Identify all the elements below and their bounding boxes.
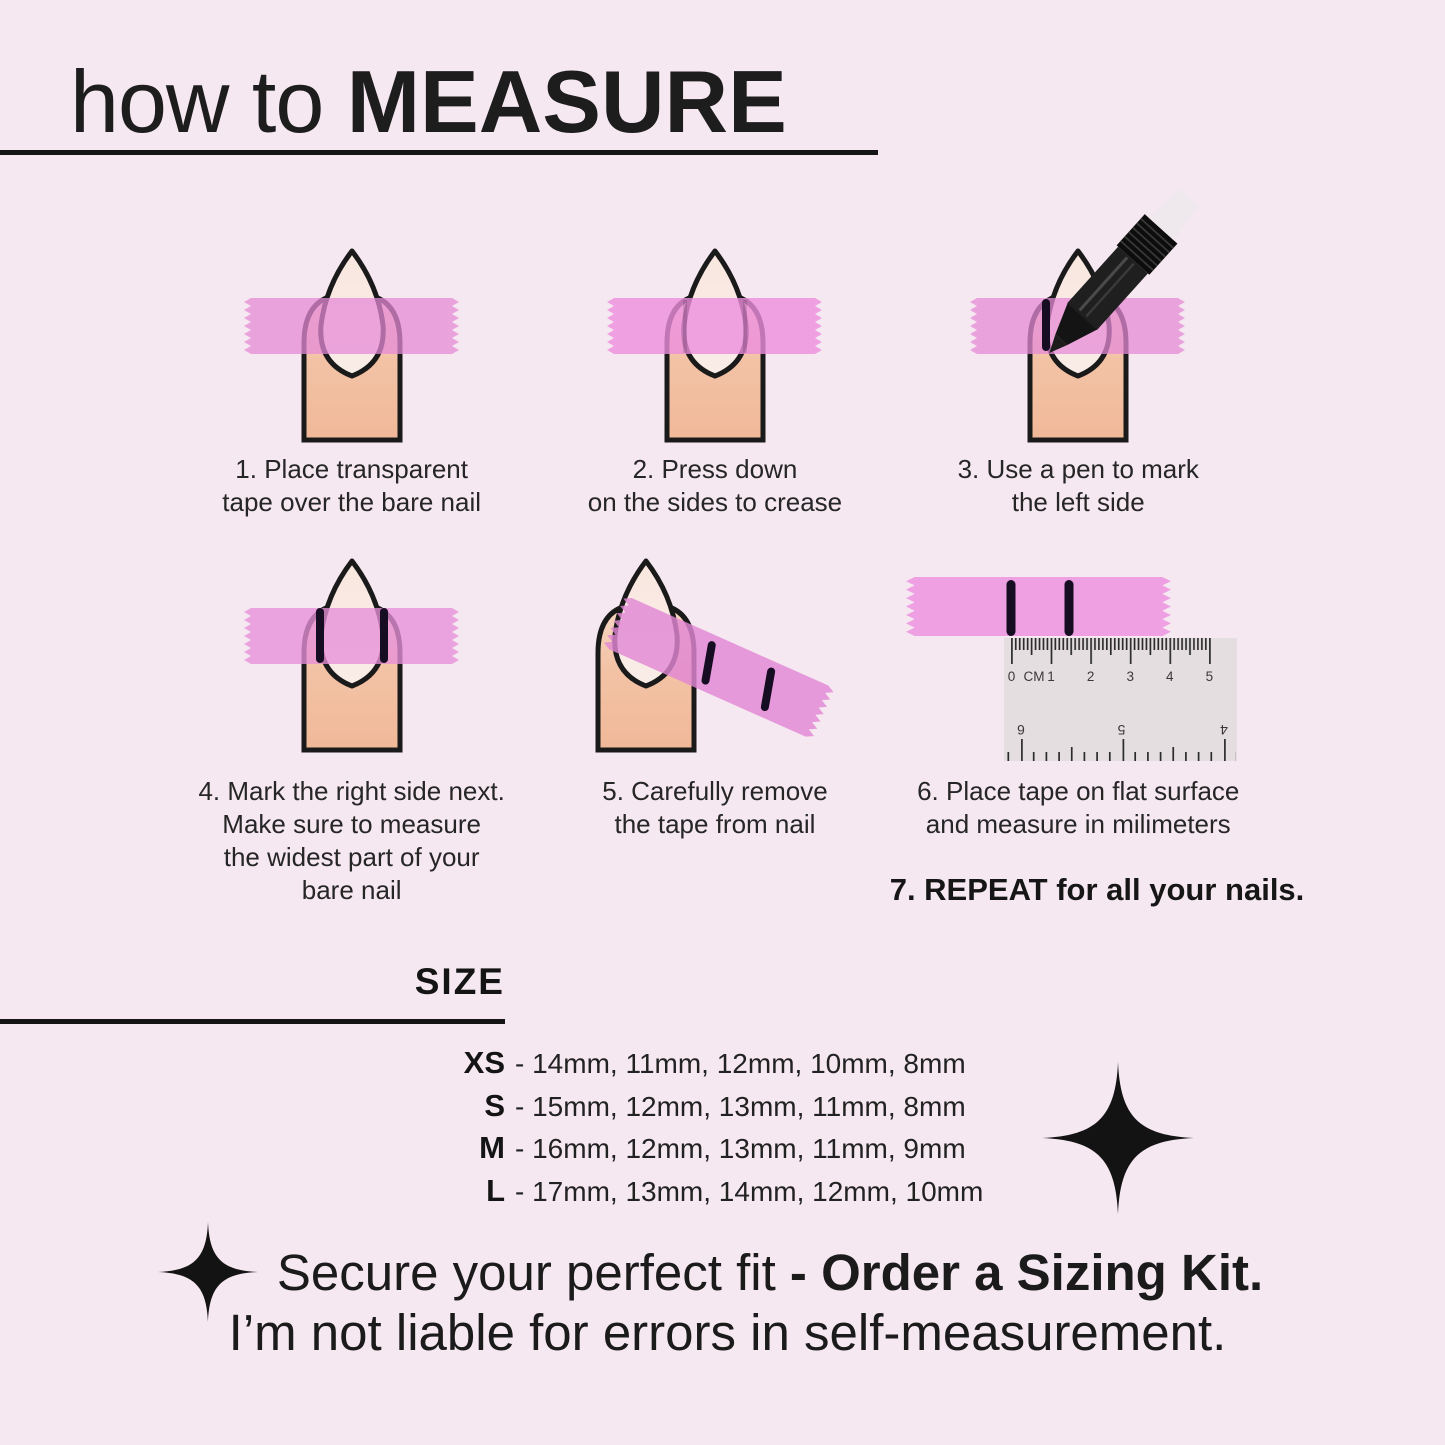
sparkle-icon xyxy=(158,1222,258,1322)
size-values: - 15mm, 12mm, 13mm, 11mm, 8mm xyxy=(515,1090,966,1122)
ruler-inch-labels: 6 5 4 xyxy=(1017,722,1228,738)
step4-illustration xyxy=(243,558,459,753)
step5-caption: 5. Carefully remove the tape from nail xyxy=(602,775,827,841)
caption-line: and measure in milimeters xyxy=(925,809,1231,839)
step4-caption: 4. Mark the right side next. Make sure t… xyxy=(198,775,504,907)
footer-line1-bold: - Order a Sizing Kit. xyxy=(789,1244,1264,1301)
left-side-mark xyxy=(1042,299,1051,351)
page-title: how to MEASURE xyxy=(70,55,787,148)
step3-illustration xyxy=(970,188,1200,443)
sparkle-icon xyxy=(1042,1062,1194,1214)
svg-text:3: 3 xyxy=(1127,669,1135,684)
size-underline xyxy=(0,1019,505,1024)
step-5: 5. Carefully remove the tape from nail xyxy=(533,553,896,907)
left-side-mark xyxy=(701,641,716,685)
caption-line: 2. Press down xyxy=(632,454,798,484)
size-row-s: S - 15mm, 12mm, 13mm, 11mm, 8mm xyxy=(340,1085,983,1128)
steps-row-2: 4. Mark the right side next. Make sure t… xyxy=(170,553,1260,907)
svg-text:CM: CM xyxy=(1024,669,1045,684)
size-label: M xyxy=(479,1130,505,1165)
footer-line-1: Secure your perfect fit - Order a Sizing… xyxy=(0,1243,1445,1302)
right-side-mark xyxy=(379,608,388,663)
title-underline xyxy=(0,150,878,155)
svg-text:5: 5 xyxy=(1118,722,1126,738)
caption-line: on the sides to crease xyxy=(587,487,843,517)
svg-text:4: 4 xyxy=(1166,669,1174,684)
ruler-cm-labels: 0 CM 1 2 3 4 5 xyxy=(1008,669,1213,684)
size-row-l: L - 17mm, 13mm, 14mm, 12mm, 10mm xyxy=(340,1170,983,1213)
tape-graphic xyxy=(906,577,1172,637)
svg-text:4: 4 xyxy=(1220,722,1228,738)
svg-text:2: 2 xyxy=(1087,669,1095,684)
svg-text:5: 5 xyxy=(1206,669,1214,684)
size-values: - 16mm, 12mm, 13mm, 11mm, 9mm xyxy=(515,1133,966,1164)
step2-illustration xyxy=(606,248,822,443)
step6-caption: 6. Place tape on flat surface and measur… xyxy=(917,775,1239,841)
step5-illustration xyxy=(595,558,834,753)
caption-line: the tape from nail xyxy=(614,809,816,839)
size-label: S xyxy=(484,1087,505,1123)
size-row-m: M - 16mm, 12mm, 13mm, 11mm, 9mm xyxy=(340,1127,983,1170)
size-label: L xyxy=(486,1172,505,1208)
step-6: 0 CM 1 2 3 4 5 6 5 4 6. Place tape on f xyxy=(897,553,1260,907)
size-heading: SIZE xyxy=(414,961,505,1002)
step6-illustration: 0 CM 1 2 3 4 5 6 5 4 xyxy=(906,577,1238,761)
step-3: 3. Use a pen to mark the left side xyxy=(897,188,1260,519)
caption-line: tape over the bare nail xyxy=(222,487,482,517)
left-side-mark xyxy=(1006,580,1016,636)
footer-line1-regular: Secure your perfect fit xyxy=(276,1244,790,1301)
step1-caption: 1. Place transparent tape over the bare … xyxy=(222,453,481,519)
step-1: 1. Place transparent tape over the bare … xyxy=(170,243,533,519)
caption-line: the left side xyxy=(1011,487,1145,517)
caption-line: 6. Place tape on flat surface xyxy=(917,776,1240,806)
step1-illustration xyxy=(243,248,459,443)
size-row-xs: XS - 14mm, 11mm, 12mm, 10mm, 8mm xyxy=(340,1042,983,1085)
svg-text:6: 6 xyxy=(1017,722,1025,738)
tape-crease-lines xyxy=(682,300,747,353)
size-label: XS xyxy=(463,1045,505,1080)
size-values: - 17mm, 13mm, 14mm, 12mm, 10mm xyxy=(515,1175,984,1207)
peeled-tape-graphic xyxy=(603,598,834,737)
caption-line: 5. Carefully remove xyxy=(602,776,828,806)
page-title-regular: how to xyxy=(70,52,347,151)
tape-graphic xyxy=(243,298,459,354)
step2-caption: 2. Press down on the sides to crease xyxy=(588,453,842,519)
right-side-mark xyxy=(1064,580,1074,636)
svg-text:0: 0 xyxy=(1008,669,1016,684)
caption-line: the widest part of your xyxy=(223,842,480,872)
ruler-graphic: 0 CM 1 2 3 4 5 6 5 4 xyxy=(1004,638,1238,761)
step-2: 2. Press down on the sides to crease xyxy=(533,243,896,519)
marker-pen-icon xyxy=(1049,188,1200,353)
caption-line: bare nail xyxy=(301,875,402,905)
right-side-mark xyxy=(760,667,776,712)
svg-text:1: 1 xyxy=(1047,669,1055,684)
page-title-bold: MEASURE xyxy=(346,52,787,151)
step-4: 4. Mark the right side next. Make sure t… xyxy=(170,553,533,907)
tape-graphic xyxy=(606,298,822,354)
size-values: - 14mm, 11mm, 12mm, 10mm, 8mm xyxy=(515,1048,966,1079)
left-side-mark xyxy=(315,608,324,663)
caption-line: Make sure to measure xyxy=(222,809,481,839)
steps-row-1: 1. Place transparent tape over the bare … xyxy=(170,188,1260,519)
step3-caption: 3. Use a pen to mark the left side xyxy=(958,453,1199,519)
footer-line-2: I’m not liable for errors in self-measur… xyxy=(228,1304,1227,1361)
caption-line: 1. Place transparent xyxy=(235,454,468,484)
size-table: XS - 14mm, 11mm, 12mm, 10mm, 8mm S - 15m… xyxy=(340,1042,984,1213)
caption-line: 4. Mark the right side next. xyxy=(198,776,505,806)
tape-graphic xyxy=(243,608,459,664)
step7-note: 7. REPEAT for all your nails. xyxy=(889,872,1305,907)
caption-line: 3. Use a pen to mark xyxy=(957,454,1199,484)
